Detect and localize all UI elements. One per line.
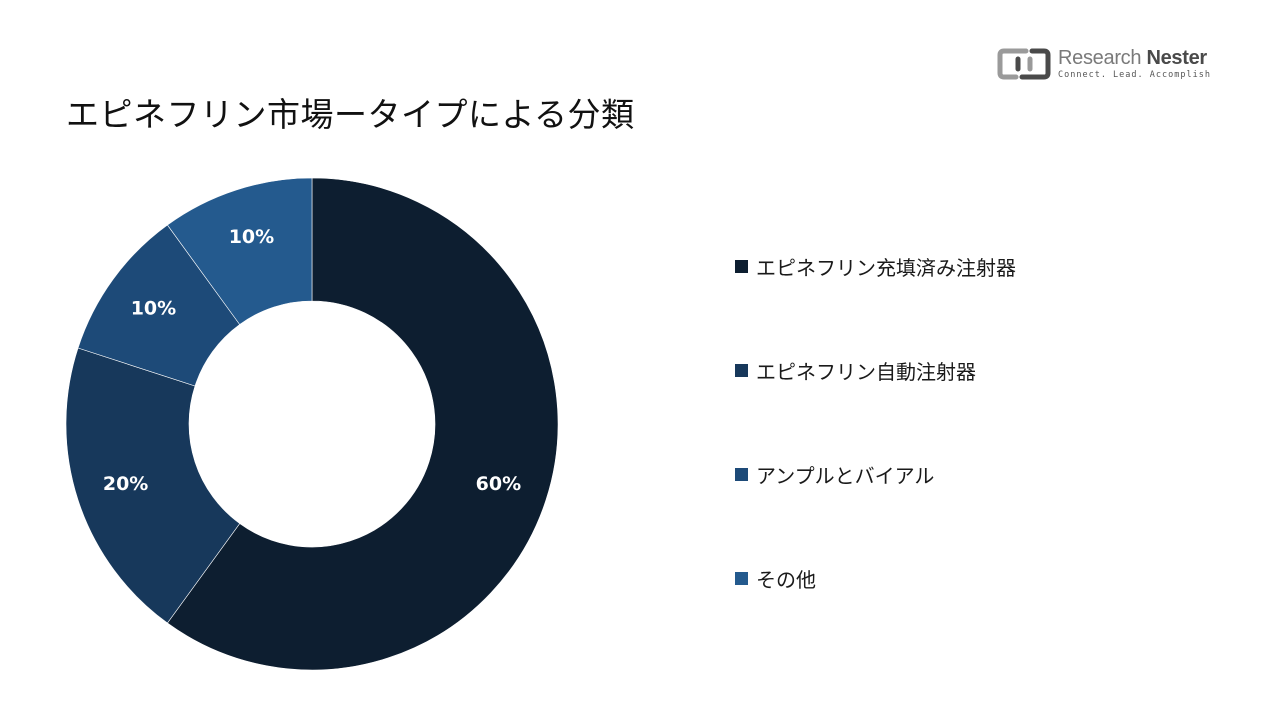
legend-label-3: アンプルとバイアル — [756, 463, 935, 488]
legend-swatch-4 — [735, 571, 748, 585]
logo-name-light: Research — [1058, 47, 1147, 70]
legend-swatch-3 — [735, 467, 748, 481]
donut-slice-1 — [166, 177, 559, 671]
legend-item-4: その他 — [735, 562, 1016, 594]
chart-title: エピネフリン市場ータイプによる分類 — [66, 95, 635, 134]
chart-legend: エピネフリン充填済み注射器 エピネフリン自動注射器 アンプルとバイアル その他 — [735, 250, 1016, 666]
donut-slices — [65, 177, 559, 671]
slice-label-2: 20% — [103, 473, 148, 495]
donut-slice-2 — [65, 347, 241, 624]
slice-label-1: 60% — [476, 473, 521, 495]
logo-tagline: Connect. Lead. Accomplish — [1058, 70, 1211, 81]
logo-name-bold: Nester — [1146, 47, 1207, 70]
slice-label-3: 10% — [131, 297, 176, 319]
slice-label-4: 10% — [229, 226, 274, 248]
donut-slice-4 — [166, 177, 313, 325]
legend-item-3: アンプルとバイアル — [735, 458, 1016, 490]
research-nester-logo: Research Nester Connect. Lead. Accomplis… — [996, 44, 1211, 84]
legend-item-1: エピネフリン充填済み注射器 — [735, 250, 1016, 282]
logo-name: Research Nester — [1058, 48, 1211, 68]
donut-chart: 60% 20% 10% 10% — [65, 177, 559, 671]
legend-swatch-1 — [735, 259, 748, 273]
legend-label-4: その他 — [756, 567, 816, 592]
donut-labels: 60% 20% 10% 10% — [103, 226, 521, 495]
legend-label-1: エピネフリン充填済み注射器 — [756, 255, 1016, 280]
legend-item-2: エピネフリン自動注射器 — [735, 354, 1016, 386]
legend-swatch-2 — [735, 363, 748, 377]
legend-label-2: エピネフリン自動注射器 — [756, 359, 976, 384]
logo-mark-icon — [997, 48, 1051, 80]
